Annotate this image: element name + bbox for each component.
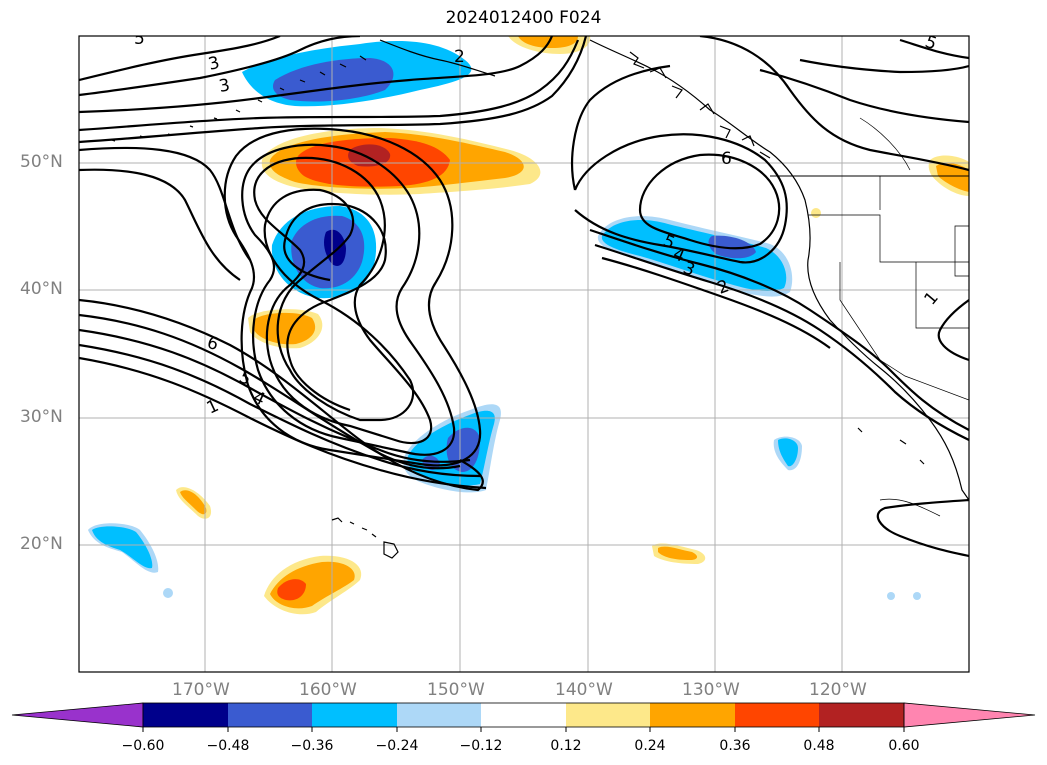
colorbar-tick-label: −0.24 — [375, 738, 419, 754]
colorbar-bin — [735, 703, 819, 727]
colorbar — [11, 702, 1036, 732]
colorbar-bin — [312, 703, 397, 727]
coastlines — [111, 39, 969, 559]
contour-line — [79, 298, 484, 492]
map-frame — [78, 35, 970, 673]
contour-label: 1 — [921, 288, 943, 309]
contour-line — [79, 343, 481, 478]
contour-label: 2 — [454, 47, 465, 67]
contour-label: 1 — [204, 396, 222, 419]
colorbar-tick-label: 0.24 — [634, 738, 666, 754]
colorbar-tick-label: −0.12 — [459, 738, 503, 754]
colorbar-tick-label: 0.60 — [888, 738, 920, 754]
lon-label: 140°W — [555, 680, 613, 700]
lon-label: 120°W — [809, 680, 867, 700]
contour-line — [79, 313, 461, 470]
contour-label: 6 — [721, 149, 732, 169]
colorbar-tick-label: −0.48 — [206, 738, 250, 754]
contour-label: 3 — [217, 75, 231, 97]
colorbar-tick-label: −0.60 — [121, 738, 165, 754]
colorbar-extend-min — [11, 702, 144, 728]
lon-label: 150°W — [427, 680, 485, 700]
colorbar-bin — [397, 703, 481, 727]
lon-label: 130°W — [682, 680, 740, 700]
colorbar-tick-label: 0.36 — [719, 738, 751, 754]
lat-label: 50°N — [20, 152, 63, 172]
colorbar-tick-label: 0.12 — [550, 738, 582, 754]
contour-label: 6 — [204, 333, 220, 355]
colorbar-tick-label: −0.36 — [290, 738, 334, 754]
contour-line — [283, 202, 387, 412]
map-title: 2024012400 F024 — [445, 8, 602, 28]
graticule — [79, 36, 969, 672]
colorbar-tick-label: 0.48 — [803, 738, 835, 754]
colorbar-bin — [819, 703, 904, 727]
contour-label: 5 — [236, 367, 254, 390]
colorbar-bin — [566, 703, 650, 727]
contour-label: 5 — [134, 29, 145, 49]
colorbar-bin — [143, 703, 228, 727]
contours — [79, 36, 969, 558]
lon-label: 170°W — [172, 680, 230, 700]
lon-label: 160°W — [299, 680, 357, 700]
contour-line — [79, 328, 471, 463]
lat-label: 40°N — [20, 279, 63, 299]
contour-line — [573, 133, 788, 264]
contour-line — [79, 36, 281, 82]
colorbar-extend-max — [903, 702, 1036, 728]
colorbar-bin — [481, 703, 566, 727]
colorbar-bin — [228, 703, 312, 727]
lat-label: 20°N — [20, 534, 63, 554]
lat-label: 30°N — [20, 407, 63, 427]
colorbar-bin — [650, 703, 735, 727]
contour-label: 3 — [206, 53, 221, 75]
contour-label: 4 — [250, 387, 268, 410]
shading-layer — [88, 36, 969, 615]
